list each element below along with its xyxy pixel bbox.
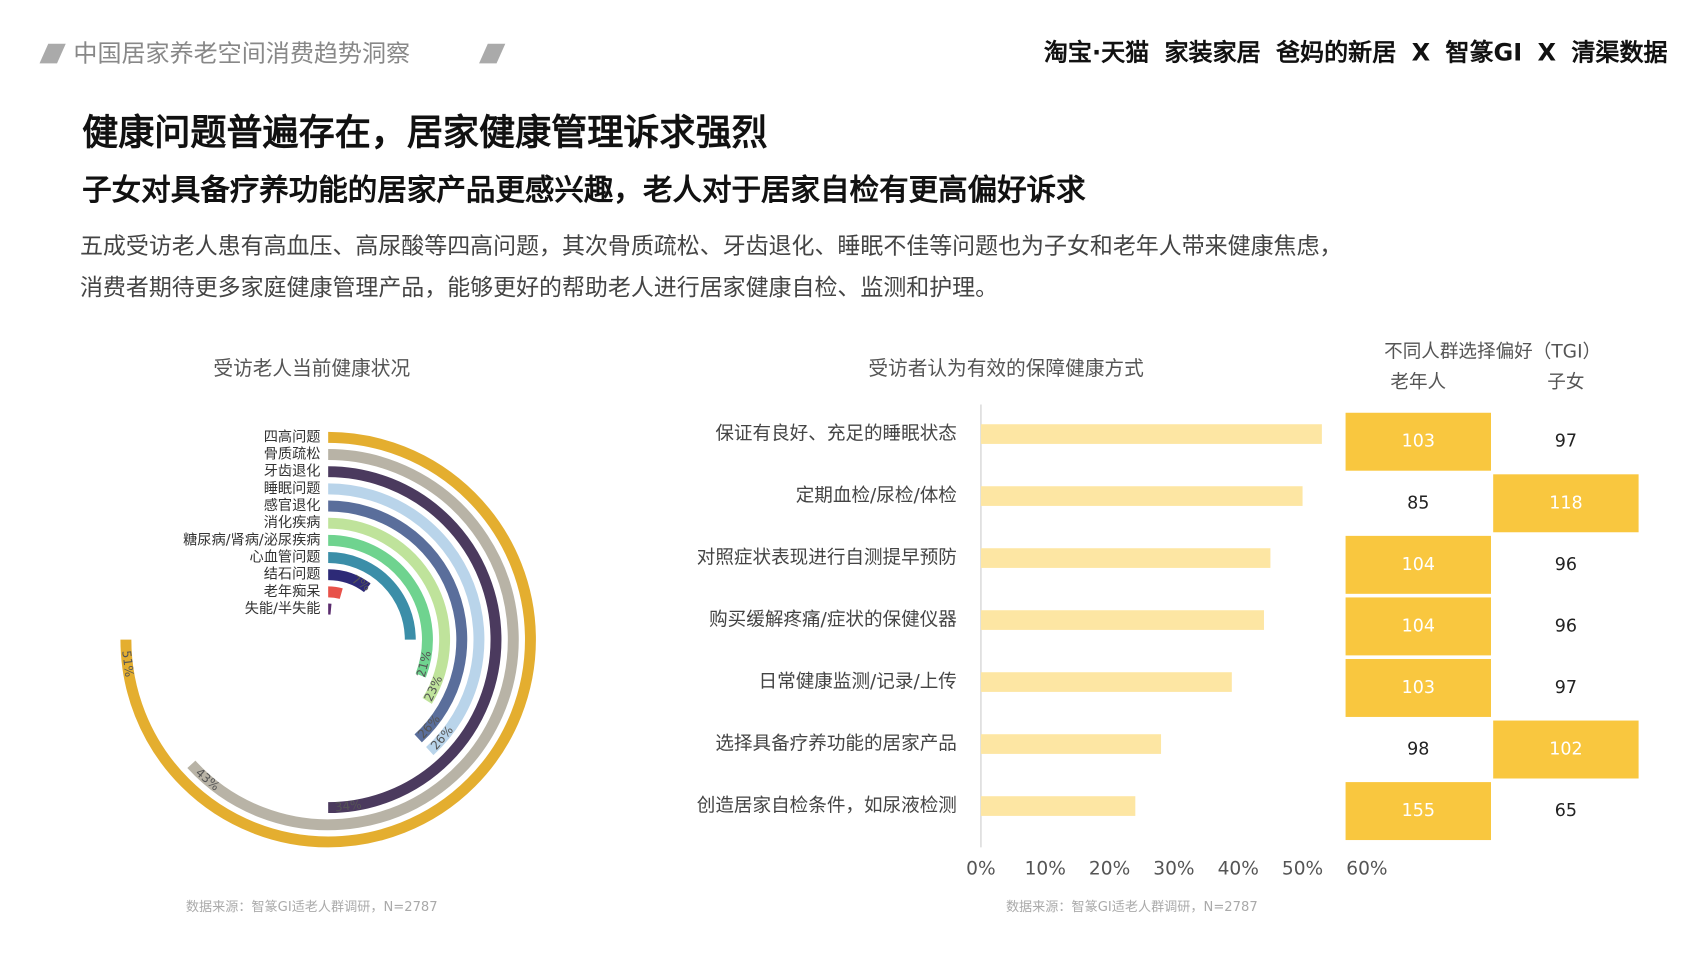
- category-label: 睡眠问题: [264, 480, 321, 497]
- partner-logo: 爸妈的新居: [1275, 39, 1396, 67]
- x-tick-label: 20%: [1089, 859, 1130, 880]
- radial-bar: [187, 449, 519, 831]
- subtitle: 子女对具备疗养功能的居家产品更感兴趣，老人对于居家自检有更高偏好诉求: [82, 173, 1086, 207]
- table-cell: [1493, 474, 1639, 533]
- report-title: 中国居家养老空间消费趋势洞察: [73, 40, 410, 68]
- radial-bar: [327, 586, 343, 599]
- x-tick-label: 0%: [966, 859, 995, 880]
- radial-bar: [328, 552, 416, 640]
- table-value: 98: [1407, 740, 1429, 760]
- chart-title: 受访老人当前健康状况: [213, 357, 410, 380]
- radial-bar: [328, 534, 433, 678]
- partner-logo: X: [1538, 39, 1557, 67]
- bar: [980, 424, 1322, 444]
- bar: [980, 734, 1162, 754]
- category-label: 感官退化: [264, 497, 321, 514]
- table-cell: [1345, 597, 1491, 656]
- bar: [980, 548, 1271, 568]
- radial-bar: [120, 431, 536, 848]
- partner-logo: 家装家居: [1165, 39, 1261, 67]
- category-label: 日常健康监测/记录/上传: [759, 672, 957, 693]
- decor: [479, 43, 506, 64]
- table-value: 96: [1555, 555, 1577, 575]
- radial-bar: [328, 466, 502, 814]
- bar: [980, 672, 1232, 692]
- partner-logo: X: [1412, 39, 1431, 67]
- x-tick-label: 30%: [1153, 859, 1194, 880]
- category-label: 创造居家自检条件，如尿液检测: [697, 796, 957, 817]
- source: 数据来源：智篆GI适老人群调研，N=2787: [1006, 898, 1258, 915]
- column-header: 老年人: [1390, 372, 1446, 393]
- table-value: 103: [1402, 432, 1435, 452]
- value-label: 34%: [334, 797, 362, 814]
- table-value: 85: [1407, 493, 1429, 513]
- column-header: 子女: [1547, 372, 1584, 393]
- table-value: 97: [1555, 432, 1577, 452]
- radial-bar: [327, 569, 371, 593]
- table-value: 102: [1549, 740, 1582, 760]
- value-label: 51%: [119, 650, 136, 678]
- table-title: 不同人群选择偏好（TGI）: [1384, 342, 1601, 363]
- description: 五成受访老人患有高血压、高尿酸等四高问题，其次骨质疏松、牙齿退化、睡眠不佳等问题…: [80, 234, 1342, 260]
- category-label: 对照症状表现进行自测提早预防: [697, 548, 957, 569]
- table-value: 104: [1402, 616, 1435, 636]
- category-label: 选择具备疗养功能的居家产品: [715, 734, 957, 755]
- table-value: 65: [1555, 801, 1577, 821]
- decor: [39, 43, 66, 64]
- table-value: 104: [1402, 555, 1435, 575]
- radial-bar: [328, 517, 451, 704]
- table-cell: [1493, 720, 1639, 779]
- category-label: 保证有良好、充足的睡眠状态: [715, 424, 957, 445]
- x-tick-label: 10%: [1025, 859, 1066, 880]
- value-label: 21%: [414, 649, 434, 678]
- table-value: 118: [1549, 493, 1582, 513]
- x-tick-label: 60%: [1346, 859, 1387, 880]
- partner-logo: 淘宝·天猫: [1044, 39, 1149, 67]
- radial-bar: [328, 500, 468, 743]
- category-label: 糖尿病/肾病/泌尿疾病: [183, 531, 320, 548]
- x-tick-label: 50%: [1282, 859, 1323, 880]
- table-cell: [1345, 412, 1491, 471]
- category-label: 定期血检/尿检/体检: [796, 486, 957, 507]
- category-label: 心血管问题: [250, 549, 321, 566]
- category-label: 购买缓解疼痛/症状的保健仪器: [709, 610, 957, 631]
- partner-logo: 智篆GI: [1445, 39, 1522, 67]
- partner-logo: 清渠数据: [1571, 39, 1667, 67]
- chart-title: 受访者认为有效的保障健康方式: [868, 357, 1144, 380]
- bar: [980, 610, 1264, 630]
- table-value: 97: [1555, 678, 1577, 698]
- category-label: 牙齿退化: [264, 463, 321, 480]
- x-tick-label: 40%: [1218, 859, 1259, 880]
- title: 健康问题普遍存在，居家健康管理诉求强烈: [82, 111, 768, 153]
- table-value: 155: [1402, 801, 1435, 821]
- table-value: 96: [1555, 616, 1577, 636]
- bar: [980, 486, 1303, 506]
- source: 数据来源：智篆GI适老人群调研，N=2787: [186, 898, 438, 915]
- description: 消费者期待更多家庭健康管理产品，能够更好的帮助老人进行居家健康自检、监测和护理。: [80, 275, 998, 301]
- category-label: 消化疾病: [264, 514, 321, 531]
- table-cell: [1345, 535, 1491, 594]
- category-label: 四高问题: [264, 428, 321, 445]
- category-label: 结石问题: [264, 566, 321, 583]
- category-label: 骨质疏松: [264, 446, 321, 463]
- table-value: 103: [1402, 678, 1435, 698]
- category-label: 老年痴呆: [264, 583, 321, 600]
- table-cell: [1345, 658, 1491, 717]
- bar: [980, 796, 1136, 816]
- radial-bar: [328, 483, 485, 756]
- category-label: 失能/半失能: [245, 600, 321, 617]
- table-cell: [1345, 782, 1491, 841]
